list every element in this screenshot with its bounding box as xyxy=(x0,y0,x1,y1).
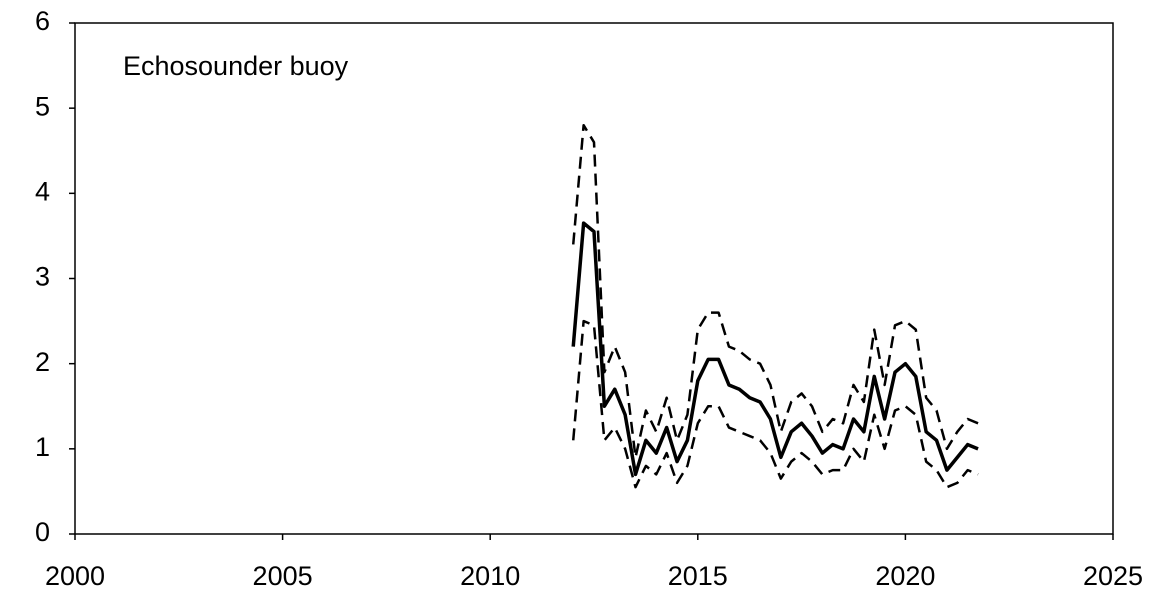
y-tick-label: 3 xyxy=(35,262,50,292)
line xyxy=(571,221,979,477)
x-tick-label: 2010 xyxy=(460,561,520,591)
dashed-line xyxy=(571,319,979,489)
x-tick-label: 2025 xyxy=(1083,561,1143,591)
y-tick-label: 5 xyxy=(35,91,50,121)
x-tick-label: 2005 xyxy=(253,561,313,591)
y-tick-label: 1 xyxy=(35,432,50,462)
y-tick-label: 0 xyxy=(35,517,50,547)
y-tick-label: 6 xyxy=(35,6,50,36)
x-tick-label: 2020 xyxy=(875,561,935,591)
x-tick-label: 2015 xyxy=(668,561,728,591)
x-tick-label: 2000 xyxy=(45,561,105,591)
y-tick-label: 4 xyxy=(35,176,50,206)
dashed-line xyxy=(571,123,979,459)
annotation: Echosounder buoy xyxy=(123,51,349,81)
y-tick-label: 2 xyxy=(35,347,50,377)
